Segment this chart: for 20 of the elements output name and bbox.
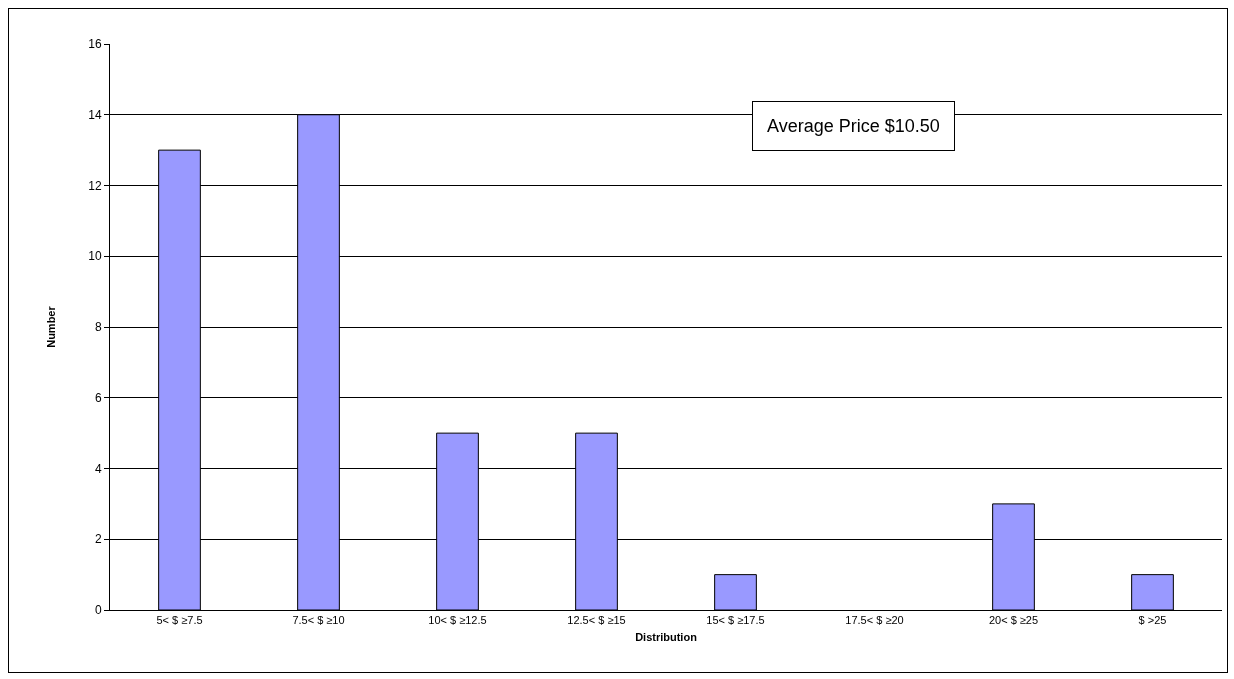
x-axis-title: Distribution [635, 631, 698, 644]
x-tick-label: 10< $ ≥12.5 [428, 614, 487, 627]
x-tick-label: 15< $ ≥17.5 [706, 614, 765, 627]
y-tick-label: 2 [94, 532, 102, 547]
x-tick-label: 5< $ ≥7.5 [156, 614, 203, 627]
y-tick-label: 4 [94, 461, 102, 476]
annotation: Average Price $10.50 [767, 116, 940, 136]
y-tick-label: 10 [88, 249, 102, 264]
y-tick-label: 12 [88, 178, 102, 193]
y-tick-label: 6 [94, 390, 102, 405]
y-tick-label: 8 [94, 320, 102, 335]
y-axis-title: Number [44, 305, 57, 348]
x-tick-label: 7.5< $ ≥10 [292, 614, 345, 627]
x-tick-label: $ >25 [1138, 614, 1167, 627]
y-tick-label: 14 [88, 107, 102, 122]
y-tick-label: 0 [94, 603, 102, 618]
x-tick-label: 20< $ ≥25 [988, 614, 1039, 627]
x-tick-label: 17.5< $ ≥20 [845, 614, 904, 627]
y-tick-label: 16 [88, 37, 102, 52]
x-tick-label: 12.5< $ ≥15 [567, 614, 626, 627]
